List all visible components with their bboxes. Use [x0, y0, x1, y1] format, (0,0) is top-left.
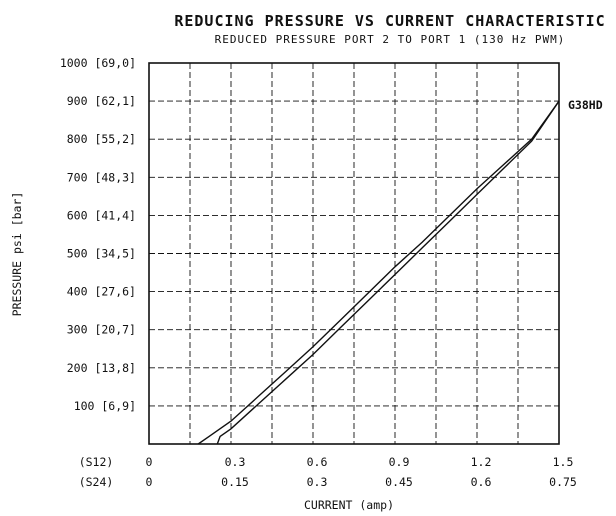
y-tick-label: 400 [27,6]: [67, 285, 136, 299]
x-tick-label: 0.3: [307, 475, 328, 489]
x-tick-label: 0.75: [549, 475, 577, 489]
y-tick-label: 1000 [69,0]: [60, 56, 136, 70]
x-tick-row-name: (S12): [79, 455, 114, 469]
x-tick-label: 1.2: [471, 455, 492, 469]
grid-lines: [149, 63, 559, 444]
series-label-g38hd: G38HD: [568, 98, 603, 112]
x-tick-label: 0.45: [385, 475, 413, 489]
x-axis-label: CURRENT (amp): [304, 498, 394, 512]
chart-subtitle: REDUCED PRESSURE PORT 2 TO PORT 1 (130 H…: [215, 33, 566, 46]
y-tick-label: 900 [62,1]: [67, 94, 136, 108]
y-tick-label: 700 [48,3]: [67, 170, 136, 184]
y-tick-labels: 100 [6,9] 200 [13,8] 300 [20,7] 400 [27,6] 5…: [60, 56, 136, 413]
x-tick-label: 0: [146, 455, 153, 469]
chart-title: REDUCING PRESSURE VS CURRENT CHARACTERIS…: [174, 12, 605, 30]
x-tick-label: 0.3: [225, 455, 246, 469]
x-tick-label: 0.15: [221, 475, 249, 489]
x-tick-label: 0.6: [471, 475, 492, 489]
series-curve-lower: [216, 100, 560, 445]
y-tick-label: 800 [55,2]: [67, 132, 136, 146]
x-tick-labels: (S12) 0 0.3 0.6 0.9 1.2 1.5 (S24) 0 0.15 0.3 0.45 0.…: [79, 455, 577, 489]
x-tick-label: 0.6: [307, 455, 328, 469]
series-curve-upper: [197, 100, 560, 445]
plot-frame: [148, 62, 560, 445]
y-tick-label: 300 [20,7]: [67, 323, 136, 337]
y-tick-label: 200 [13,8]: [67, 361, 136, 375]
y-tick-label: 500 [34,5]: [67, 247, 136, 261]
x-tick-label: 0: [146, 475, 153, 489]
x-tick-row-name: (S24): [79, 475, 114, 489]
x-tick-label: 0.9: [389, 455, 410, 469]
y-axis-label: PRESSURE psi [bar]: [10, 192, 24, 317]
x-tick-label: 1.5: [553, 455, 574, 469]
y-tick-label: 100 [6,9]: [74, 399, 136, 413]
y-tick-label: 600 [41,4]: [67, 208, 136, 222]
series-curves: [197, 100, 560, 445]
